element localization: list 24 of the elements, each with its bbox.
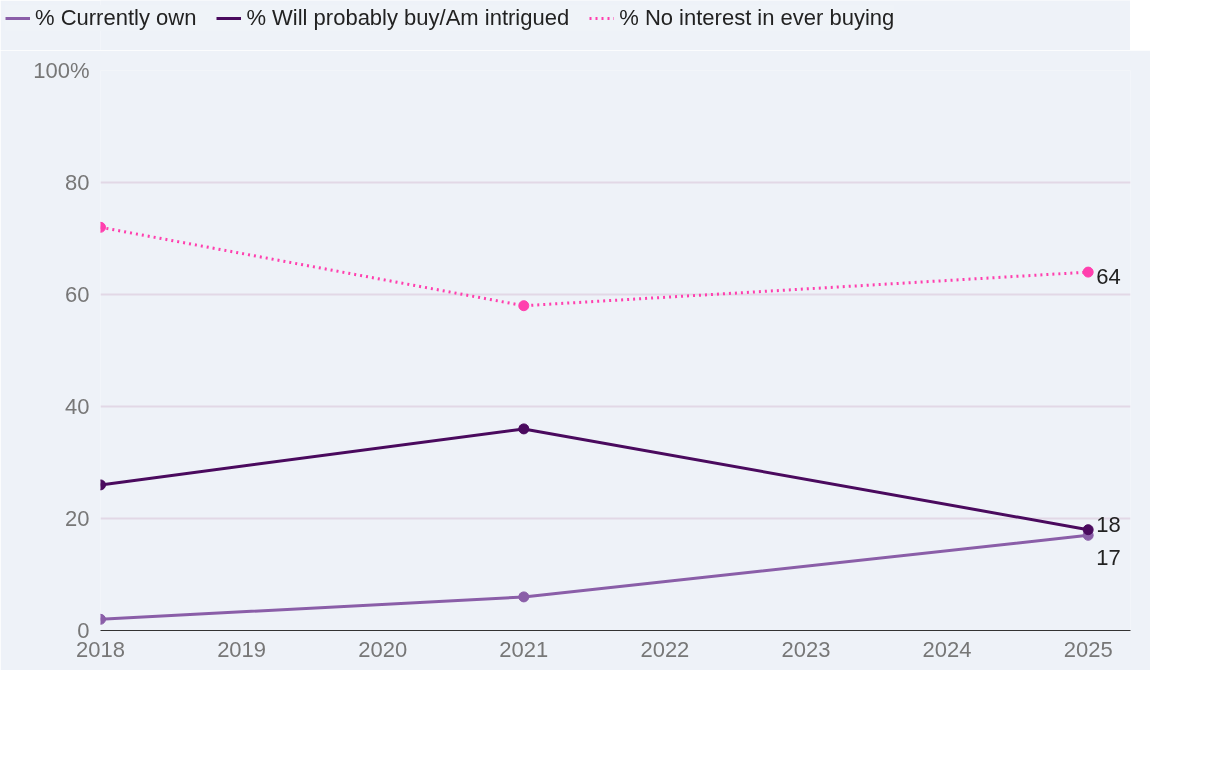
- x-tick-label: 2023: [781, 636, 831, 662]
- y-tick-label: 40: [65, 394, 90, 419]
- data-label: 17: [1096, 545, 1121, 571]
- x-tick-label: 2020: [358, 636, 408, 662]
- x-tick-label: 2024: [922, 636, 972, 662]
- y-tick-label: 80: [65, 170, 90, 195]
- data-label: 64: [1096, 264, 1121, 290]
- x-tick-label: 2022: [640, 636, 690, 662]
- legend-label: % Currently own: [35, 5, 197, 31]
- point: [518, 591, 530, 603]
- y-tick-label: 20: [65, 506, 90, 531]
- point: [518, 300, 530, 312]
- data-label: 18: [1096, 511, 1121, 537]
- point: [518, 423, 530, 435]
- y-tick-label: 100%: [33, 58, 90, 83]
- legend-label: % Will probably buy/Am intrigued: [246, 5, 570, 31]
- x-tick-label: 2025: [1063, 636, 1113, 662]
- legend-label: % No interest in ever buying: [619, 5, 895, 31]
- y-tick-label: 0: [77, 618, 90, 643]
- x-tick-label: 2021: [499, 636, 549, 662]
- point: [1082, 266, 1094, 278]
- point: [1082, 524, 1094, 536]
- x-tick-label: 2019: [217, 636, 267, 662]
- y-tick-label: 60: [65, 282, 90, 307]
